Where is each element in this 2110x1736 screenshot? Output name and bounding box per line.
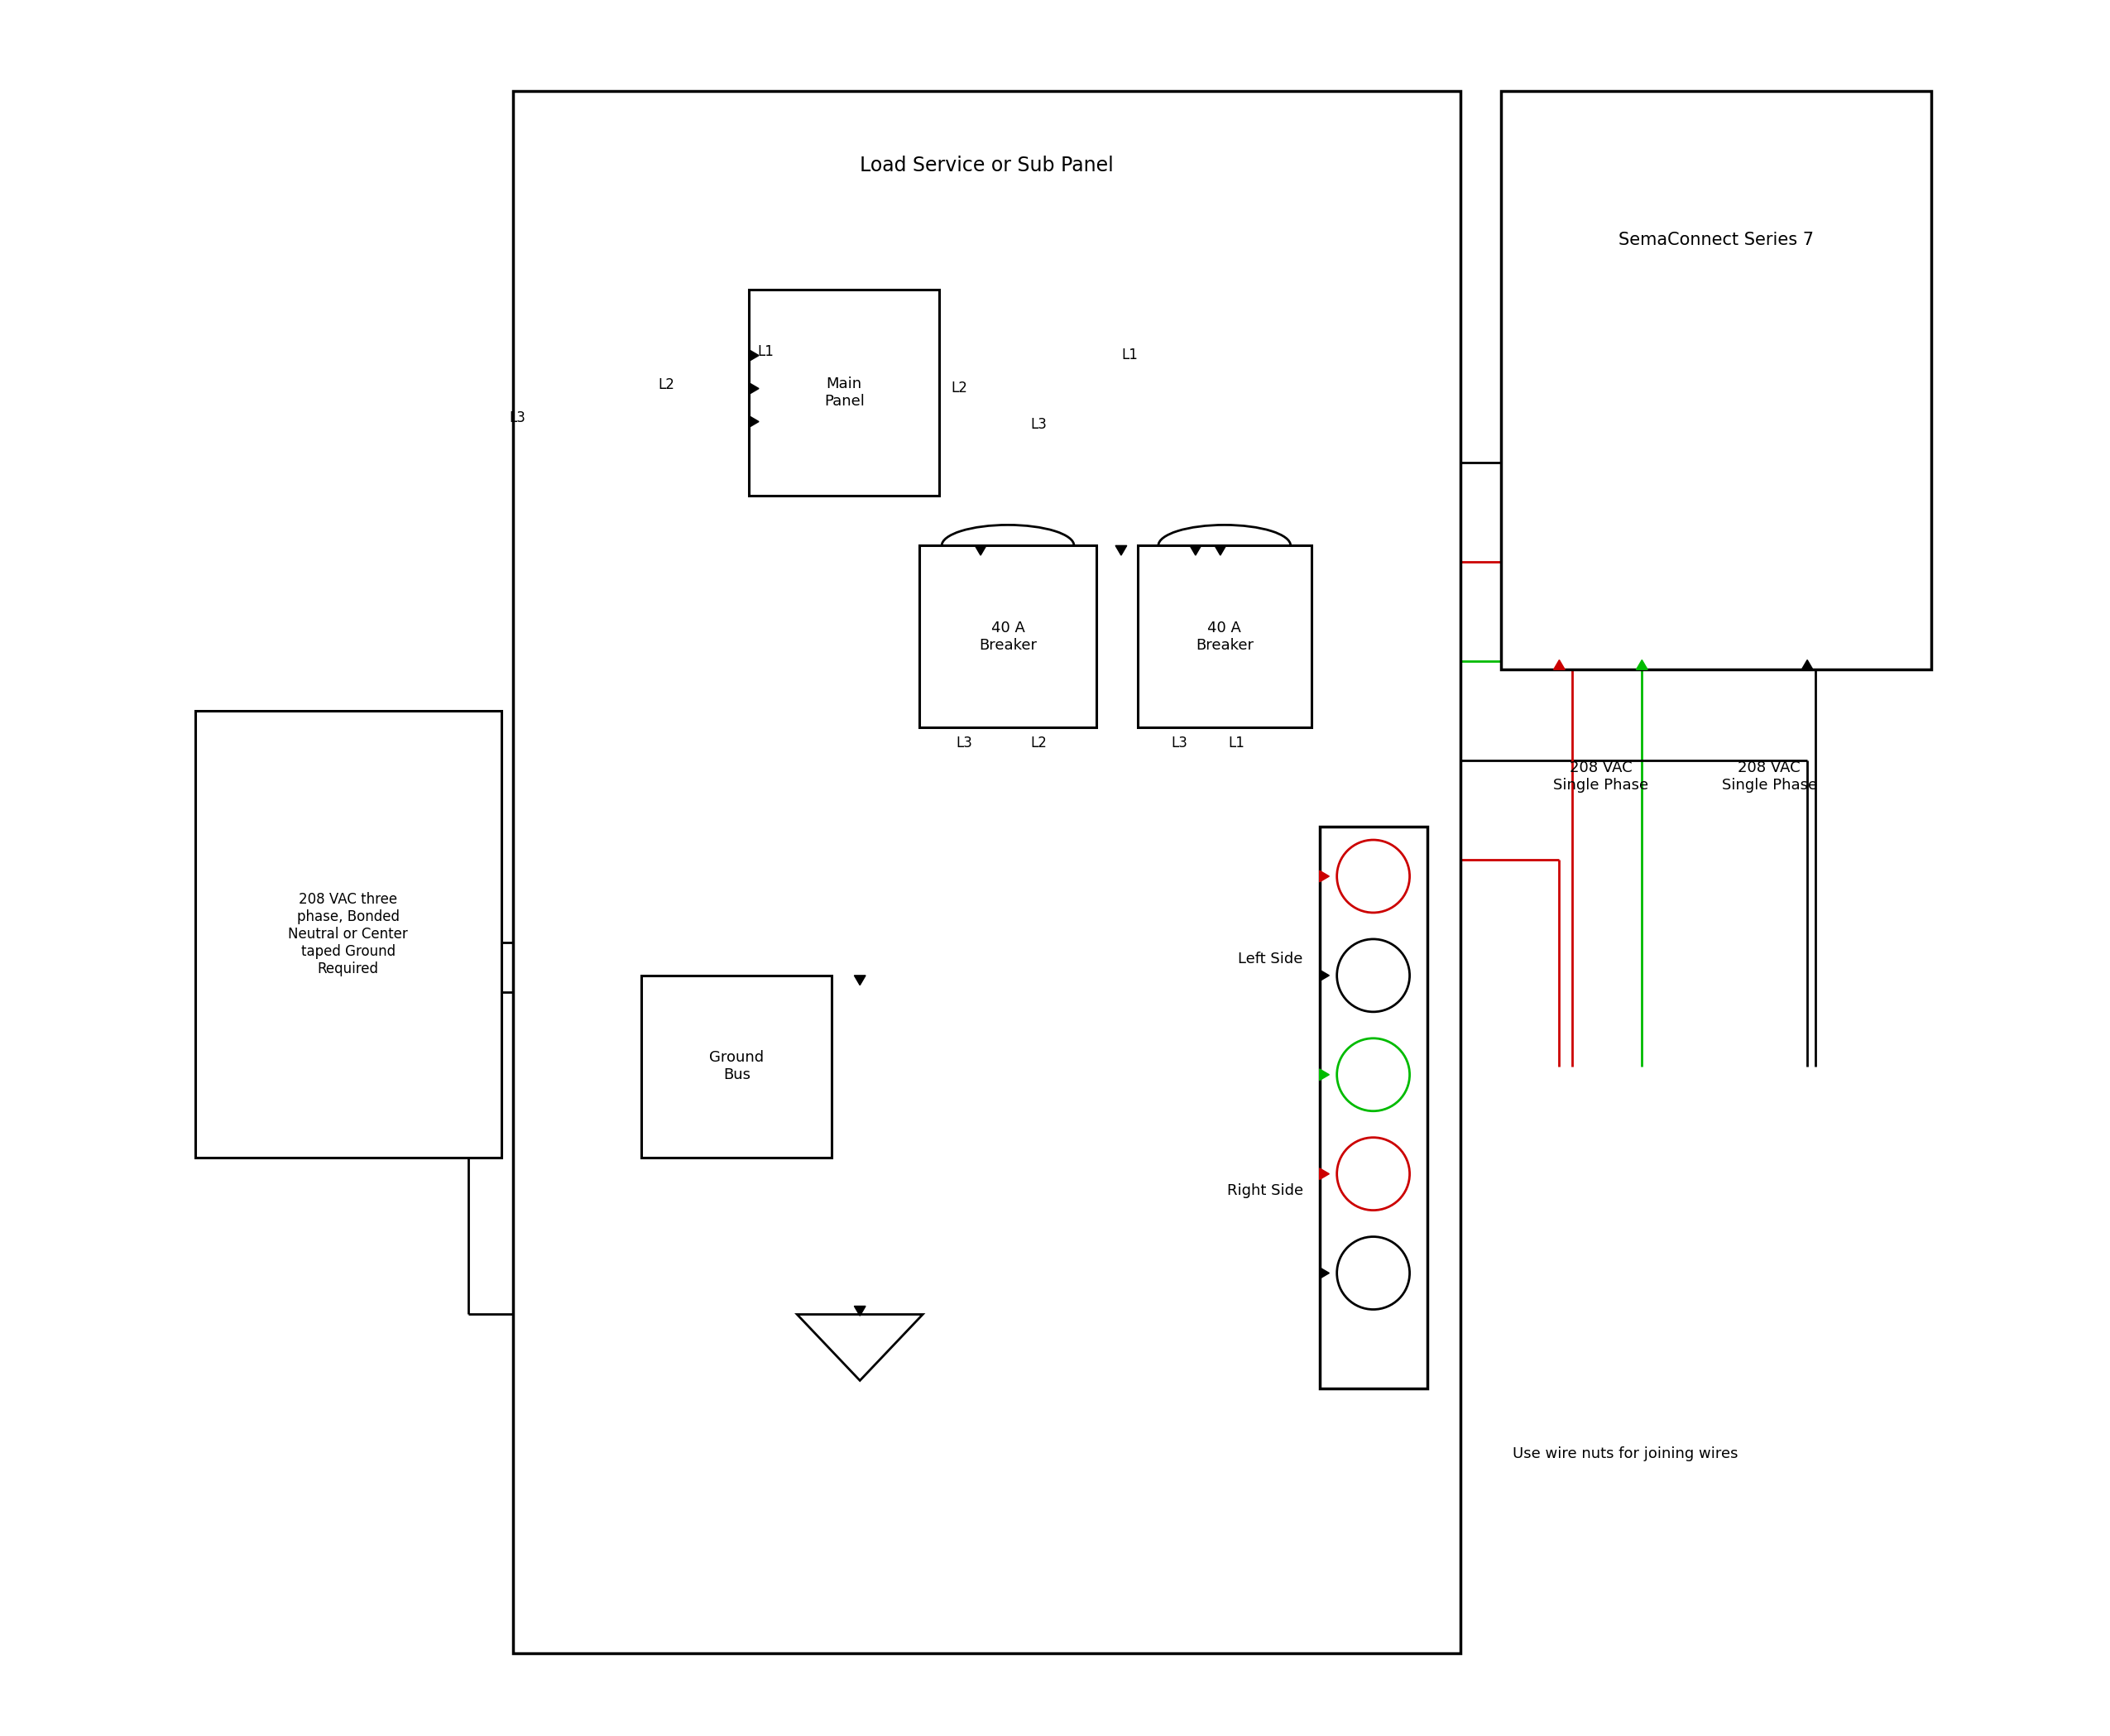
Bar (1137, 545, 1310, 727)
Text: Use wire nuts for joining wires: Use wire nuts for joining wires (1513, 1446, 1739, 1462)
Text: L1: L1 (757, 344, 774, 359)
Polygon shape (1635, 660, 1648, 670)
Text: L2: L2 (952, 380, 966, 396)
Polygon shape (855, 1305, 865, 1316)
Polygon shape (1319, 871, 1329, 882)
Polygon shape (1215, 545, 1226, 556)
Polygon shape (1553, 660, 1566, 670)
Circle shape (1338, 939, 1409, 1012)
Text: 40 A
Breaker: 40 A Breaker (1196, 620, 1253, 653)
Bar (513, 90, 1460, 1653)
Bar (196, 712, 502, 1158)
Polygon shape (749, 417, 760, 427)
Text: Load Service or Sub Panel: Load Service or Sub Panel (859, 156, 1114, 175)
Text: L3: L3 (1030, 417, 1047, 432)
Text: SemaConnect Series 7: SemaConnect Series 7 (1618, 231, 1815, 248)
Polygon shape (749, 384, 760, 394)
Polygon shape (1319, 970, 1329, 981)
Bar (749, 290, 939, 496)
Text: L2: L2 (658, 377, 675, 392)
Text: 208 VAC
Single Phase: 208 VAC Single Phase (1722, 760, 1817, 793)
Polygon shape (1802, 660, 1812, 670)
Polygon shape (1319, 1267, 1329, 1279)
Circle shape (1338, 840, 1409, 913)
Bar (1502, 90, 1931, 670)
Text: Main
Panel: Main Panel (825, 377, 865, 408)
Text: L3: L3 (956, 736, 973, 750)
Text: Right Side: Right Side (1226, 1182, 1304, 1198)
Text: 208 VAC three
phase, Bonded
Neutral or Center
taped Ground
Required: 208 VAC three phase, Bonded Neutral or C… (289, 892, 407, 976)
Circle shape (1338, 1038, 1409, 1111)
Text: L2: L2 (1030, 736, 1047, 750)
Text: Left Side: Left Side (1239, 951, 1304, 967)
Polygon shape (1319, 1069, 1329, 1080)
Text: 208 VAC
Single Phase: 208 VAC Single Phase (1553, 760, 1648, 793)
Text: L3: L3 (1171, 736, 1188, 750)
Polygon shape (1319, 1168, 1329, 1179)
Circle shape (1338, 1137, 1409, 1210)
Text: 40 A
Breaker: 40 A Breaker (979, 620, 1036, 653)
Text: Ground
Bus: Ground Bus (709, 1050, 764, 1083)
Circle shape (1338, 1236, 1409, 1309)
Text: L1: L1 (1120, 347, 1137, 363)
Polygon shape (1190, 545, 1201, 556)
Polygon shape (975, 545, 985, 556)
Polygon shape (855, 976, 865, 984)
Bar (641, 976, 831, 1158)
Polygon shape (749, 351, 760, 361)
Text: L3: L3 (509, 410, 525, 425)
Text: L1: L1 (1228, 736, 1245, 750)
Polygon shape (798, 1314, 922, 1380)
Polygon shape (1116, 545, 1127, 556)
Bar (1319, 826, 1426, 1389)
Bar (920, 545, 1097, 727)
